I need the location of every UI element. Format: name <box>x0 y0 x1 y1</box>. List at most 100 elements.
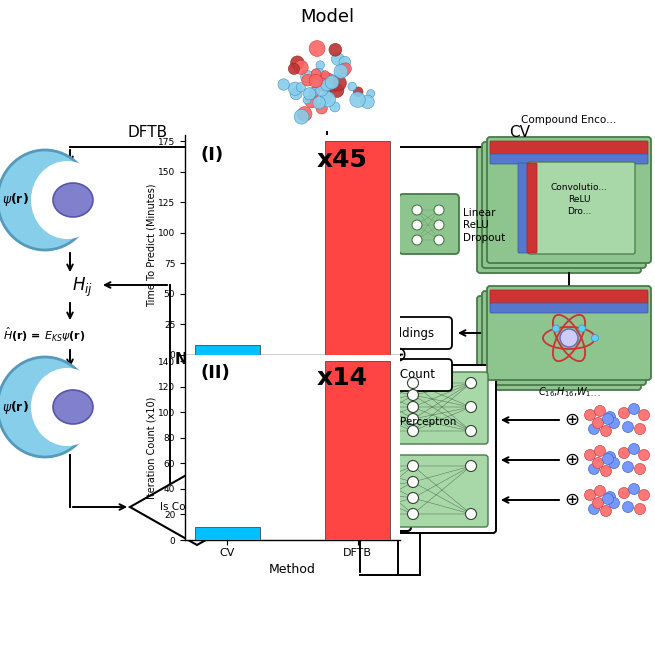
FancyBboxPatch shape <box>311 483 411 531</box>
Circle shape <box>588 424 599 434</box>
Text: Linear: Linear <box>463 208 495 217</box>
Circle shape <box>330 102 340 112</box>
Y-axis label: Time To Predict (Minutes): Time To Predict (Minutes) <box>147 183 157 307</box>
Circle shape <box>412 205 422 215</box>
FancyBboxPatch shape <box>490 154 648 164</box>
Circle shape <box>325 75 339 89</box>
X-axis label: Method: Method <box>269 563 316 576</box>
Circle shape <box>407 426 419 436</box>
Circle shape <box>635 464 645 474</box>
Circle shape <box>339 56 350 68</box>
Circle shape <box>466 426 476 436</box>
FancyBboxPatch shape <box>487 286 651 380</box>
Ellipse shape <box>31 161 103 239</box>
Circle shape <box>353 87 363 97</box>
Text: $\oplus$: $\oplus$ <box>564 451 580 469</box>
Circle shape <box>310 88 320 97</box>
Text: ReLU: ReLU <box>463 220 489 230</box>
Circle shape <box>588 504 599 514</box>
Text: (I): (I) <box>200 146 223 164</box>
Circle shape <box>309 41 325 56</box>
Text: ReLU: ReLU <box>568 195 590 204</box>
Circle shape <box>320 92 331 104</box>
Circle shape <box>367 90 375 98</box>
Circle shape <box>407 508 419 519</box>
Circle shape <box>316 61 324 69</box>
Text: Compound Perceptron: Compound Perceptron <box>340 417 456 427</box>
Text: $\oplus$: $\oplus$ <box>564 411 580 429</box>
Text: (II): (II) <box>200 364 230 383</box>
Circle shape <box>311 68 326 83</box>
FancyBboxPatch shape <box>487 137 651 263</box>
Text: $\hat{H}$(r) = $E_{KS}\psi$(r): $\hat{H}$(r) = $E_{KS}\psi$(r) <box>3 326 86 344</box>
Bar <box>325 362 390 540</box>
Bar <box>195 527 260 540</box>
Polygon shape <box>130 469 264 545</box>
Bar <box>195 345 260 355</box>
Circle shape <box>608 457 620 468</box>
Circle shape <box>309 74 322 88</box>
Text: Convolutio...: Convolutio... <box>550 183 607 193</box>
Circle shape <box>298 111 307 121</box>
Y-axis label: Iteration Count (x10): Iteration Count (x10) <box>147 396 157 498</box>
Circle shape <box>608 417 620 428</box>
Text: Dro...: Dro... <box>567 208 591 217</box>
Circle shape <box>639 409 650 421</box>
Circle shape <box>296 83 306 92</box>
Text: Yes: Yes <box>278 485 300 499</box>
Circle shape <box>329 43 342 56</box>
Circle shape <box>305 95 318 108</box>
Circle shape <box>605 411 616 422</box>
Circle shape <box>407 476 419 487</box>
Text: $\oplus$: $\oplus$ <box>389 345 407 365</box>
Circle shape <box>560 329 578 347</box>
Text: O & C Count: O & C Count <box>362 369 434 381</box>
Text: x45: x45 <box>316 148 367 172</box>
Circle shape <box>466 508 476 519</box>
Circle shape <box>603 493 614 504</box>
Circle shape <box>407 493 419 504</box>
FancyBboxPatch shape <box>344 359 452 391</box>
Circle shape <box>337 64 350 77</box>
Circle shape <box>601 466 612 476</box>
Circle shape <box>316 84 328 96</box>
Text: $\oplus$: $\oplus$ <box>564 491 580 509</box>
Circle shape <box>412 220 422 230</box>
FancyBboxPatch shape <box>344 317 452 349</box>
Circle shape <box>608 498 620 508</box>
Circle shape <box>593 457 603 468</box>
Circle shape <box>553 325 559 332</box>
Text: Embeddings: Embeddings <box>362 326 434 339</box>
Circle shape <box>294 60 309 75</box>
Circle shape <box>288 63 299 75</box>
Circle shape <box>361 95 374 109</box>
FancyBboxPatch shape <box>338 455 488 527</box>
Circle shape <box>595 445 605 457</box>
Circle shape <box>578 325 586 332</box>
Circle shape <box>629 443 639 455</box>
Circle shape <box>618 407 629 419</box>
Circle shape <box>329 83 338 92</box>
FancyBboxPatch shape <box>527 163 537 253</box>
Circle shape <box>313 96 326 109</box>
Circle shape <box>407 460 419 472</box>
Circle shape <box>584 409 595 421</box>
Circle shape <box>316 103 328 114</box>
Circle shape <box>288 82 302 96</box>
Text: Properties: Properties <box>329 500 392 514</box>
FancyBboxPatch shape <box>477 147 641 273</box>
Circle shape <box>303 96 311 104</box>
FancyBboxPatch shape <box>490 303 648 313</box>
Circle shape <box>312 85 320 94</box>
Circle shape <box>601 506 612 517</box>
Text: CV: CV <box>510 125 531 140</box>
Circle shape <box>334 64 348 79</box>
Bar <box>325 141 390 355</box>
Ellipse shape <box>31 368 103 446</box>
Circle shape <box>584 489 595 500</box>
Circle shape <box>605 491 616 502</box>
Circle shape <box>635 504 645 514</box>
Circle shape <box>618 447 629 458</box>
Circle shape <box>434 205 444 215</box>
Circle shape <box>313 79 321 87</box>
